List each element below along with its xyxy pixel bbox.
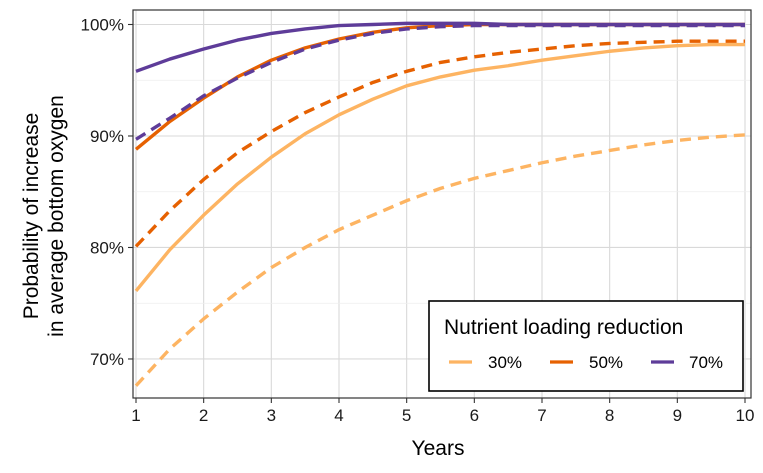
legend-label-70: 70% (689, 353, 723, 372)
x-tick-label: 1 (131, 406, 140, 425)
legend-label-30: 30% (488, 353, 522, 372)
series-line-30-dashed (134, 133, 746, 387)
plot-frame (132, 9, 752, 399)
x-tick-label: 8 (605, 406, 614, 425)
series-line-50-dashed (134, 39, 745, 248)
axes: 1 2 3 4 5 6 7 8 9 10 70% 80% 90% 100% (81, 15, 755, 425)
series-line-70-dashed (135, 23, 745, 141)
x-tick-label: 5 (402, 406, 411, 425)
legend-title: Nutrient loading reduction (444, 316, 683, 339)
x-tick-label: 7 (537, 406, 546, 425)
y-axis-title: Probability of increase in average botto… (20, 95, 68, 337)
x-tick-label: 9 (673, 406, 682, 425)
legend-label-50: 50% (589, 353, 623, 372)
x-tick-label: 10 (736, 406, 755, 425)
y-tick-label: 80% (90, 238, 124, 257)
legend-box (428, 300, 744, 392)
legend: Nutrient loading reduction 30% 50% 70% (428, 300, 744, 392)
series-line-30-solid (134, 42, 745, 293)
x-tick-label: 3 (267, 406, 276, 425)
x-tick-label: 2 (199, 406, 208, 425)
series-lines (134, 21, 746, 387)
x-tick-label: 6 (470, 406, 479, 425)
x-axis-title: Years (412, 437, 465, 460)
y-tick-label: 100% (81, 15, 124, 34)
x-tick-label: 4 (334, 406, 343, 425)
y-tick-label: 90% (90, 127, 124, 146)
y-axis-title-line-1: Probability of increase (20, 113, 43, 320)
y-axis-title-line-2: in average bottom oxygen (45, 95, 68, 337)
y-tick-label: 70% (90, 350, 124, 369)
